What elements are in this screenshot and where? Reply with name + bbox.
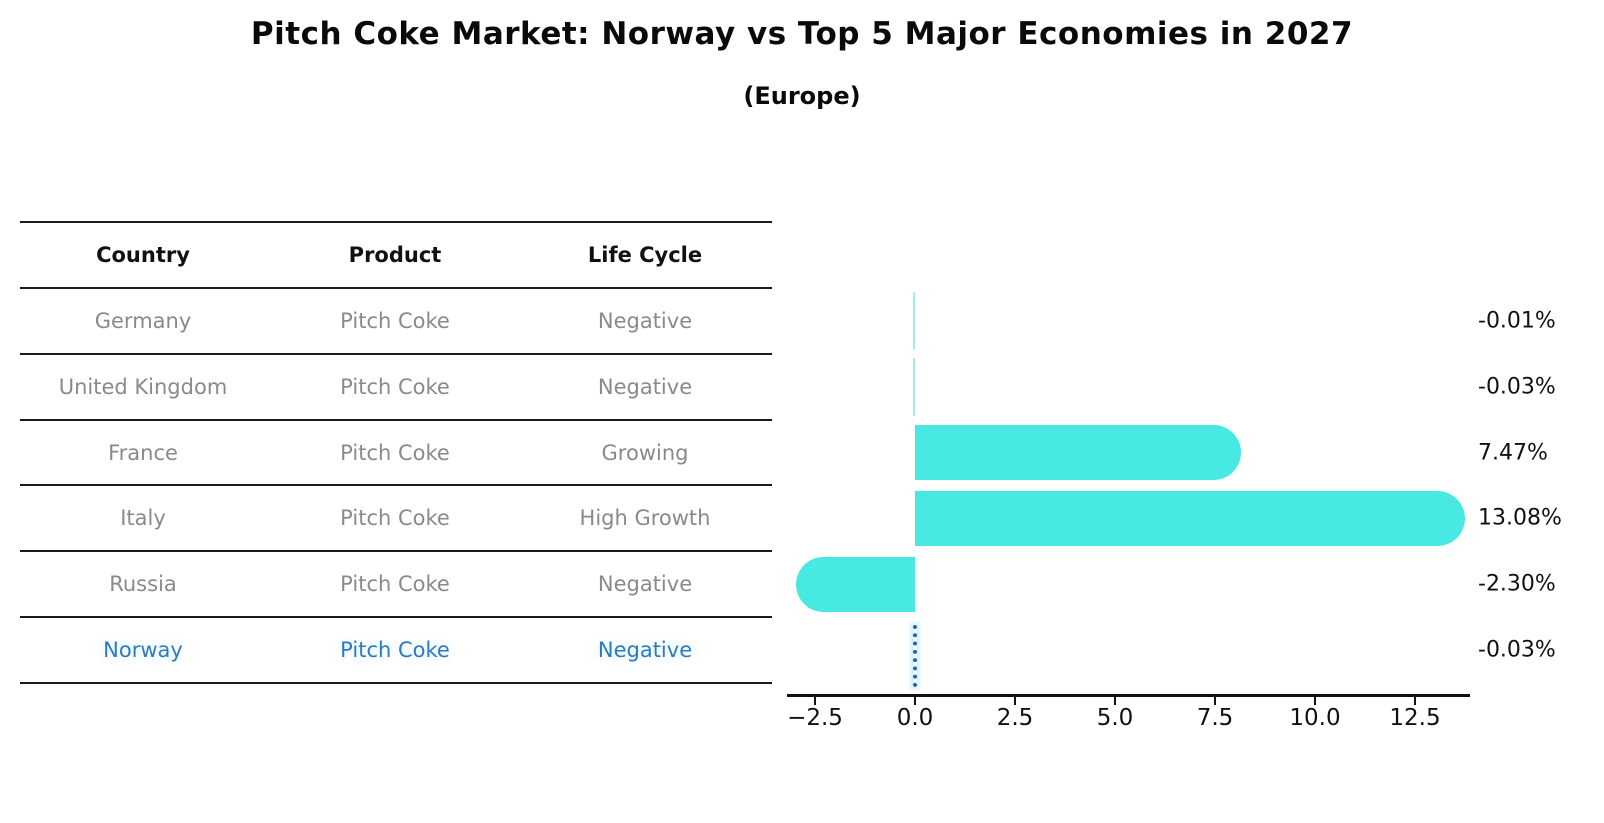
x-axis-tick-label: 10.0: [1289, 705, 1341, 731]
bar-value-label: -0.03%: [1478, 374, 1556, 400]
bar-positive: [915, 490, 1466, 546]
cell-country: Italy: [120, 506, 166, 531]
x-axis-tick: [1014, 697, 1016, 705]
x-axis-tick: [1114, 697, 1116, 705]
cell-country: France: [108, 440, 178, 465]
cell-country: Germany: [94, 308, 192, 333]
cell-product: Pitch Coke: [340, 308, 450, 333]
table-rule: [20, 550, 772, 553]
cell-life-cycle: High Growth: [579, 506, 711, 531]
x-axis-tick: [1314, 697, 1316, 705]
bar-negative: [796, 556, 915, 612]
cell-life-cycle: Negative: [597, 572, 693, 597]
bar-near-zero: [913, 358, 915, 417]
cell-life-cycle: Growing: [601, 440, 689, 465]
cell-life-cycle: Negative: [597, 308, 693, 333]
x-axis-tick-label: −2.5: [787, 705, 843, 731]
table-header-product: Product: [348, 242, 442, 267]
page-title: Pitch Coke Market: Norway vs Top 5 Major…: [250, 16, 1354, 52]
bar-near-zero: [913, 292, 915, 351]
x-axis-tick-label: 0.0: [896, 705, 934, 731]
cell-country: United Kingdom: [58, 374, 228, 399]
bar-value-label: -2.30%: [1478, 571, 1556, 597]
x-axis-tick-label: 7.5: [1196, 705, 1234, 731]
x-axis-line: [787, 694, 1470, 697]
cell-product: Pitch Coke: [340, 506, 450, 531]
cell-country: Russia: [109, 572, 177, 597]
bar-value-label: 7.47%: [1478, 440, 1548, 465]
page-subtitle: (Europe): [743, 82, 861, 110]
cell-product: Pitch Coke: [340, 374, 450, 399]
table-rule: [20, 484, 772, 487]
bar-value-label: -0.03%: [1478, 637, 1556, 663]
table-rule: [20, 286, 772, 289]
cell-product: Pitch Coke: [340, 572, 450, 597]
cell-product: Pitch Coke: [340, 440, 450, 465]
table-rule: [20, 221, 772, 223]
x-axis-tick: [914, 697, 916, 705]
table-rule: [20, 418, 772, 421]
x-axis-tick-label: 12.5: [1389, 705, 1441, 731]
bar-positive: [915, 425, 1241, 480]
x-axis-tick: [1414, 697, 1416, 705]
x-axis-tick: [814, 697, 816, 705]
table-rule: [20, 682, 772, 684]
cell-life-cycle: Negative: [597, 638, 693, 663]
cell-product: Pitch Coke: [340, 638, 450, 663]
table-header-life-cycle: Life Cycle: [587, 242, 703, 267]
table-rule: [20, 616, 772, 619]
x-axis-tick-label: 2.5: [996, 705, 1034, 731]
bar-highlight-norway: [913, 624, 917, 687]
table-rule: [20, 352, 772, 355]
cell-life-cycle: Negative: [597, 374, 693, 399]
bar-value-label: -0.01%: [1478, 308, 1556, 334]
cell-country: Norway: [103, 638, 183, 663]
bar-value-label: 13.08%: [1478, 505, 1562, 531]
table-header-country: Country: [96, 242, 190, 267]
x-axis-tick: [1214, 697, 1216, 705]
x-axis-tick-label: 5.0: [1096, 705, 1134, 731]
